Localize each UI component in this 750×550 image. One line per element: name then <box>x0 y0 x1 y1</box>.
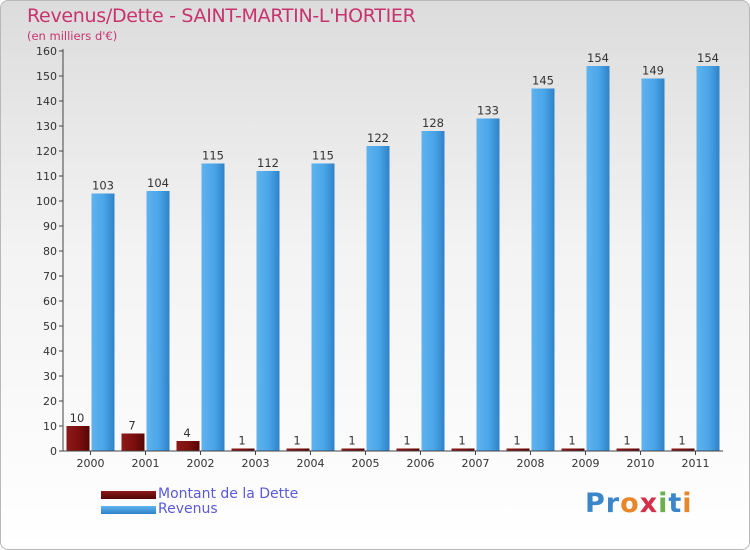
value-label-dette: 1 <box>623 434 630 448</box>
value-label-revenus: 104 <box>147 176 169 190</box>
y-tick-label: 0 <box>50 445 57 458</box>
legend-label-revenus: Revenus <box>158 501 218 517</box>
x-tick-label: 2001 <box>132 457 160 470</box>
bar-revenus <box>696 66 720 451</box>
value-label-revenus: 115 <box>202 149 224 163</box>
legend-label-dette: Montant de la Dette <box>158 486 299 502</box>
value-label-dette: 1 <box>568 434 575 448</box>
value-label-dette: 10 <box>70 411 85 425</box>
chart-unit-label: (en milliers d'€) <box>27 29 118 43</box>
bar-revenus <box>476 118 500 451</box>
bar-dette <box>451 448 475 451</box>
y-tick-label: 20 <box>43 395 57 408</box>
value-label-revenus: 154 <box>587 51 609 65</box>
legend-swatch-revenus <box>101 505 156 514</box>
bars: 10 103 7 104 4 115 1 112 1 115 1 122 1 128 1 133 1 145 1 15… <box>66 51 720 451</box>
bar-revenus <box>256 171 280 451</box>
value-label-revenus: 122 <box>367 131 389 145</box>
bar-revenus <box>366 146 390 451</box>
legend-swatch-dette <box>101 490 156 499</box>
y-tick-label: 110 <box>36 170 57 183</box>
value-label-dette: 1 <box>403 434 410 448</box>
x-tick-label: 2010 <box>627 457 655 470</box>
bar-revenus <box>531 88 555 451</box>
y-tick-label: 80 <box>43 245 57 258</box>
value-label-revenus: 115 <box>312 149 334 163</box>
bar-dette <box>286 448 310 451</box>
x-tick-label: 2008 <box>517 457 545 470</box>
bar-revenus <box>146 191 170 451</box>
value-label-dette: 1 <box>293 434 300 448</box>
value-label-dette: 1 <box>458 434 465 448</box>
bar-revenus <box>421 131 445 451</box>
value-label-revenus: 128 <box>422 116 444 130</box>
bar-dette <box>66 426 90 451</box>
x-tick-label: 2000 <box>77 457 105 470</box>
bar-dette <box>506 448 530 451</box>
x-tick-label: 2002 <box>187 457 215 470</box>
y-axis: 0 10 20 30 40 50 60 70 80 90 100 110 120 130 140 150 160 <box>36 45 64 458</box>
y-tick-label: 150 <box>36 70 57 83</box>
x-tick-label: 2004 <box>297 457 325 470</box>
bar-dette <box>121 433 145 451</box>
bar-dette <box>396 448 420 451</box>
chart-title: Revenus/Dette - SAINT-MARTIN-L'HORTIER <box>27 5 416 27</box>
x-tick-label: 2003 <box>242 457 270 470</box>
y-tick-label: 130 <box>36 120 57 133</box>
bar-dette <box>561 448 585 451</box>
bar-dette <box>341 448 365 451</box>
value-label-dette: 1 <box>348 434 355 448</box>
bar-dette <box>176 441 200 451</box>
legend-item-dette: Montant de la Dette <box>101 487 298 502</box>
proxiti-logo: Proxiti <box>585 488 693 519</box>
bar-dette <box>616 448 640 451</box>
y-tick-label: 60 <box>43 295 57 308</box>
y-tick-label: 120 <box>36 145 57 158</box>
value-label-dette: 1 <box>238 434 245 448</box>
value-label-revenus: 112 <box>257 156 279 170</box>
value-label-dette: 1 <box>678 434 685 448</box>
bar-dette <box>231 448 255 451</box>
value-label-revenus: 149 <box>642 64 664 78</box>
bar-revenus <box>586 66 610 451</box>
y-tick-label: 40 <box>43 345 57 358</box>
y-tick-label: 50 <box>43 320 57 333</box>
y-tick-label: 100 <box>36 195 57 208</box>
value-label-dette: 1 <box>513 434 520 448</box>
y-tick-label: 10 <box>43 420 57 433</box>
y-tick-label: 140 <box>36 95 57 108</box>
x-axis: 2000 2001 2002 2003 2004 2005 2006 2007 2008 2009… <box>63 450 723 470</box>
legend: Montant de la Dette Revenus <box>101 487 298 517</box>
value-label-dette: 7 <box>128 419 135 433</box>
value-label-revenus: 103 <box>92 179 114 193</box>
bar-revenus <box>91 193 115 451</box>
value-label-revenus: 133 <box>477 104 499 118</box>
x-tick-label: 2006 <box>407 457 435 470</box>
legend-item-revenus: Revenus <box>101 502 298 517</box>
x-tick-label: 2011 <box>682 457 710 470</box>
y-tick-label: 160 <box>36 45 57 58</box>
bar-revenus <box>201 163 225 451</box>
x-tick-label: 2005 <box>352 457 380 470</box>
value-label-dette: 4 <box>183 426 190 440</box>
y-tick-label: 90 <box>43 220 57 233</box>
x-tick-label: 2007 <box>462 457 490 470</box>
y-tick-label: 70 <box>43 270 57 283</box>
y-tick-label: 30 <box>43 370 57 383</box>
bar-revenus <box>311 163 335 451</box>
x-tick-label: 2009 <box>572 457 600 470</box>
value-label-revenus: 145 <box>532 74 554 88</box>
value-label-revenus: 154 <box>697 51 719 65</box>
bar-revenus <box>641 78 665 451</box>
bar-dette <box>671 448 695 451</box>
